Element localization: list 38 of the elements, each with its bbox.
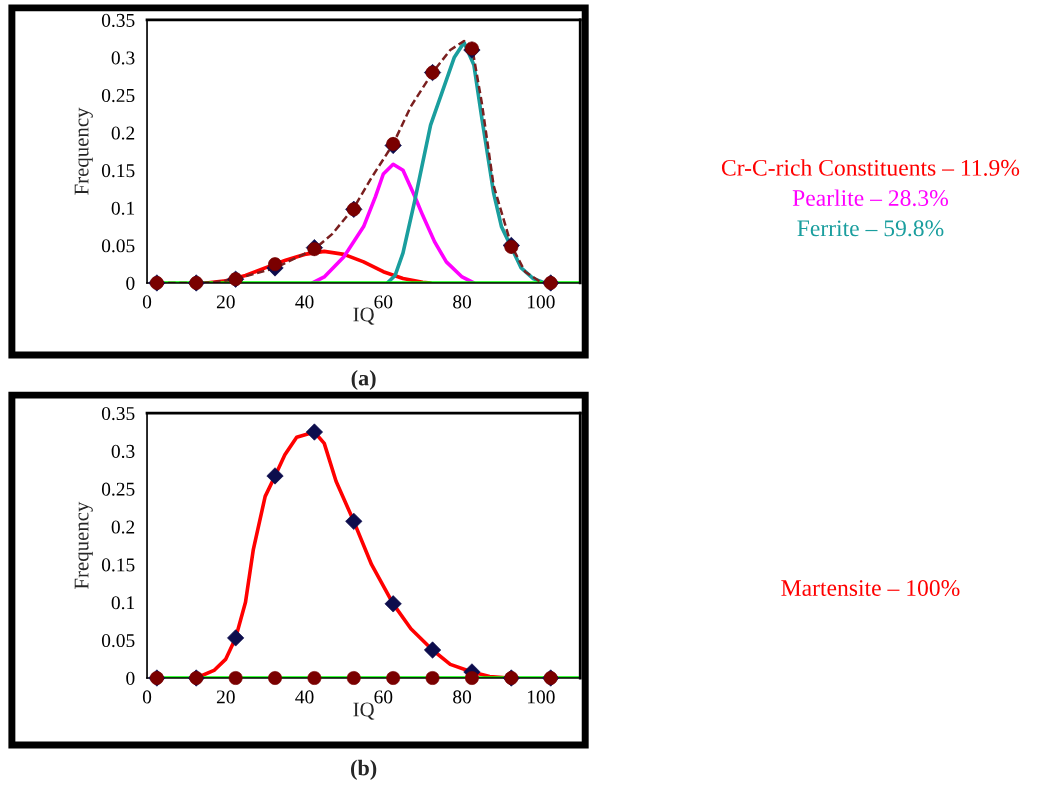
y-tick-label: 0.3 [111,444,135,458]
y-tick-label: 0.1 [111,596,135,610]
text: (b) [351,759,377,780]
y-tick-label: 0.05 [101,633,135,648]
y-tick-label: 0 [126,276,135,290]
text: Cr-C-rich Constituents – 11.9% [721,159,1020,176]
x-tick-label: 0 [142,690,152,704]
y-tick-label: 0.35 [101,13,135,27]
y-tick-label: 0.05 [101,239,135,253]
text: (a) [351,369,376,391]
x-tick-label: 40 [295,295,314,309]
y-tick-label: 0.15 [101,558,135,572]
x-tick-label: 100 [527,295,555,309]
y-axis-title: Frequency [74,501,93,589]
x-tick-label: 60 [374,295,393,309]
text: Ferrite – 59.8% [797,220,944,237]
x-axis-title: IQ [353,307,375,325]
x-tick-label: 20 [216,690,235,704]
x-tick-label: 20 [216,295,235,309]
x-tick-label: 80 [453,690,472,704]
y-tick-label: 0.2 [111,520,135,534]
y-tick-label: 0.35 [101,406,135,421]
x-tick-label: 100 [527,690,555,704]
text: Pearlite – 28.3% [792,189,949,207]
text: Martensite – 100% [781,580,960,597]
x-tick-label: 40 [295,690,314,704]
y-tick-label: 0 [126,671,135,685]
y-tick-label: 0.25 [101,88,135,103]
x-axis-title: IQ [353,702,375,720]
y-tick-label: 0.15 [101,164,135,178]
y-tick-label: 0.25 [101,482,135,496]
y-tick-label: 0.3 [111,51,135,65]
x-tick-label: 80 [453,295,472,309]
x-tick-label: 60 [374,690,393,704]
x-tick-label: 0 [142,295,152,309]
y-axis-title: Frequency [74,107,93,195]
y-tick-label: 0.1 [111,201,135,215]
y-tick-label: 0.2 [111,126,135,140]
